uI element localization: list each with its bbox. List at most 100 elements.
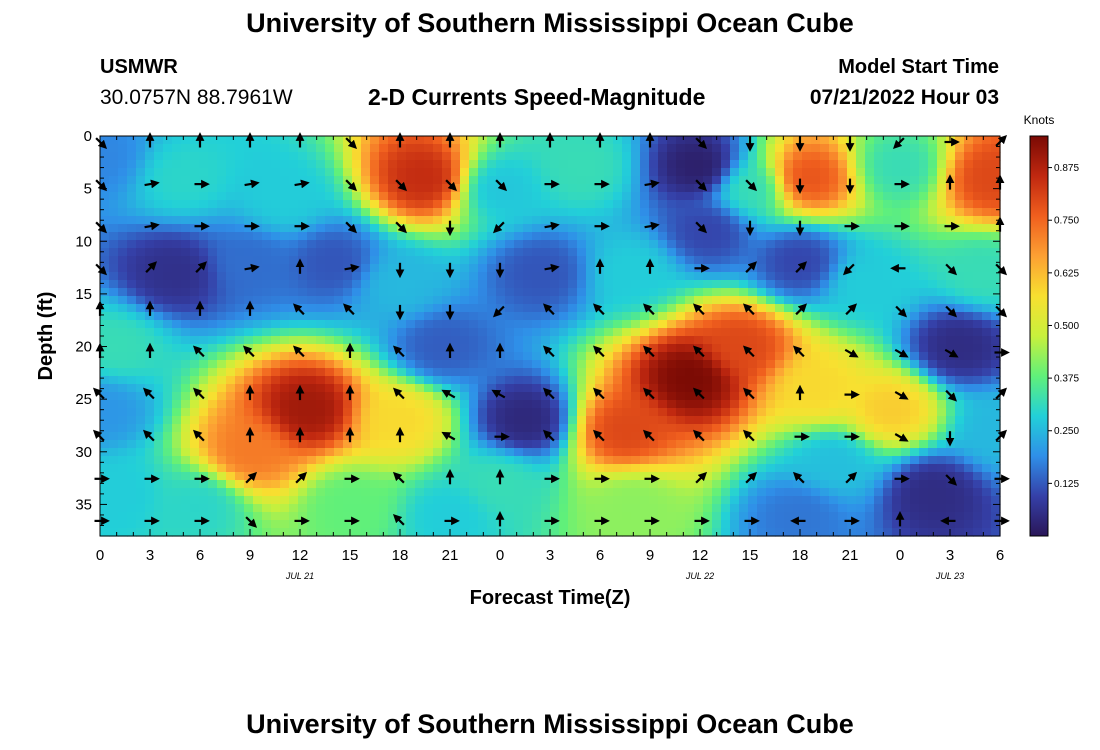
heat-cell bbox=[775, 256, 785, 265]
heat-cell bbox=[226, 440, 236, 449]
heat-cell bbox=[118, 488, 128, 497]
heat-cell bbox=[514, 368, 524, 377]
heat-cell bbox=[406, 512, 416, 521]
heat-cell bbox=[262, 400, 272, 409]
heat-cell bbox=[928, 240, 938, 249]
heat-cell bbox=[856, 288, 866, 297]
heat-cell bbox=[478, 280, 488, 289]
heat-cell bbox=[154, 152, 164, 161]
heat-cell bbox=[379, 512, 389, 521]
heat-cell bbox=[757, 280, 767, 289]
heat-cell bbox=[289, 280, 299, 289]
heat-cell bbox=[262, 168, 272, 177]
heat-cell bbox=[316, 400, 326, 409]
heat-cell bbox=[289, 272, 299, 281]
heat-cell bbox=[442, 200, 452, 209]
heat-cell bbox=[442, 184, 452, 193]
heat-cell bbox=[550, 528, 560, 537]
heat-cell bbox=[577, 160, 587, 169]
heat-cell bbox=[505, 440, 515, 449]
heat-cell bbox=[469, 280, 479, 289]
heat-cell bbox=[730, 520, 740, 529]
heat-cell bbox=[496, 400, 506, 409]
heat-cell bbox=[667, 496, 677, 505]
heat-cell bbox=[955, 192, 965, 201]
heat-cell bbox=[208, 512, 218, 521]
heat-cell bbox=[703, 272, 713, 281]
heat-cell bbox=[352, 168, 362, 177]
heat-cell bbox=[451, 488, 461, 497]
heat-cell bbox=[739, 320, 749, 329]
heat-cell bbox=[289, 464, 299, 473]
heat-cell bbox=[901, 464, 911, 473]
heat-cell bbox=[361, 416, 371, 425]
heat-cell bbox=[658, 480, 668, 489]
heat-cell bbox=[658, 264, 668, 273]
heat-cell bbox=[280, 168, 290, 177]
heat-cell bbox=[244, 352, 254, 361]
heat-cell bbox=[883, 264, 893, 273]
heat-cell bbox=[118, 504, 128, 513]
heat-cell bbox=[379, 488, 389, 497]
heat-cell bbox=[280, 152, 290, 161]
heat-cell bbox=[343, 336, 353, 345]
heat-cell bbox=[901, 520, 911, 529]
heat-cell bbox=[127, 216, 137, 225]
heat-cell bbox=[127, 528, 137, 537]
heat-cell bbox=[631, 432, 641, 441]
heat-cell bbox=[649, 528, 659, 537]
heat-cell bbox=[235, 504, 245, 513]
heat-cell bbox=[991, 440, 1001, 449]
heat-cell bbox=[370, 352, 380, 361]
heat-cell bbox=[136, 408, 146, 417]
heat-cell bbox=[505, 136, 515, 145]
heat-cell bbox=[865, 360, 875, 369]
heat-cell bbox=[460, 512, 470, 521]
heat-cell bbox=[370, 432, 380, 441]
heat-cell bbox=[415, 136, 425, 145]
heat-cell bbox=[658, 192, 668, 201]
heat-cell bbox=[937, 136, 947, 145]
heat-cell bbox=[163, 408, 173, 417]
heat-cell bbox=[514, 384, 524, 393]
heat-cell bbox=[190, 216, 200, 225]
heat-cell bbox=[334, 216, 344, 225]
heat-cell bbox=[928, 408, 938, 417]
heat-cell bbox=[262, 472, 272, 481]
heat-cell bbox=[271, 336, 281, 345]
heat-cell bbox=[766, 176, 776, 185]
heat-cell bbox=[145, 408, 155, 417]
heat-cell bbox=[910, 224, 920, 233]
heat-cell bbox=[982, 424, 992, 433]
heat-cell bbox=[406, 520, 416, 529]
heat-cell bbox=[613, 456, 623, 465]
heat-cell bbox=[397, 440, 407, 449]
heat-cell bbox=[631, 408, 641, 417]
heat-cell bbox=[208, 400, 218, 409]
heat-cell bbox=[352, 432, 362, 441]
heat-cell bbox=[748, 160, 758, 169]
heat-cell bbox=[208, 368, 218, 377]
heat-cell bbox=[388, 160, 398, 169]
heat-cell bbox=[955, 288, 965, 297]
heat-cell bbox=[676, 496, 686, 505]
heat-cell bbox=[631, 280, 641, 289]
heat-cell bbox=[991, 288, 1001, 297]
heat-cell bbox=[442, 264, 452, 273]
heat-cell bbox=[793, 456, 803, 465]
heat-cell bbox=[316, 416, 326, 425]
heat-cell bbox=[721, 256, 731, 265]
heat-cell bbox=[208, 304, 218, 313]
heat-cell bbox=[379, 152, 389, 161]
heat-cell bbox=[631, 192, 641, 201]
heat-cell bbox=[703, 200, 713, 209]
heat-cell bbox=[595, 352, 605, 361]
heat-cell bbox=[946, 480, 956, 489]
heat-cell bbox=[118, 456, 128, 465]
heat-cell bbox=[658, 448, 668, 457]
heat-cell bbox=[910, 152, 920, 161]
heat-cell bbox=[955, 504, 965, 513]
heat-cell bbox=[361, 400, 371, 409]
heat-cell bbox=[658, 408, 668, 417]
heat-cell bbox=[244, 528, 254, 537]
